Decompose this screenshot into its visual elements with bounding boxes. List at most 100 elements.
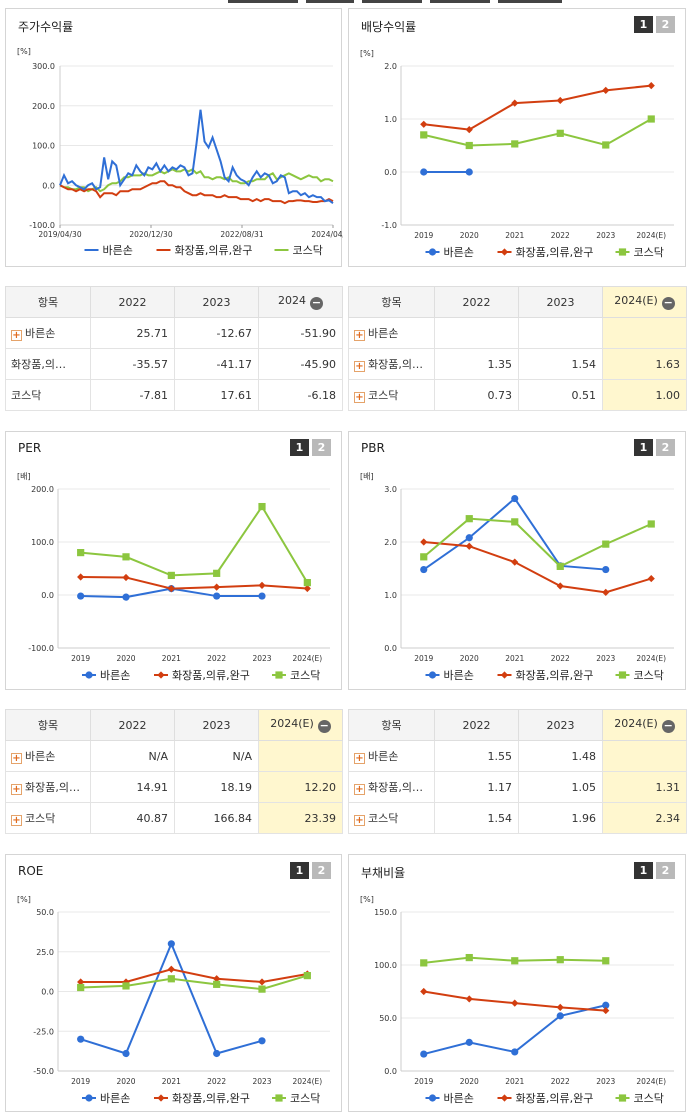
expand-icon[interactable]: +: [354, 330, 365, 341]
row-name[interactable]: 코스닥: [5, 379, 91, 411]
legend-label: 코스닥: [293, 244, 323, 257]
legend-label: 화장품,의류,완구: [172, 669, 250, 682]
row-name[interactable]: + 코스닥: [5, 802, 91, 834]
collapse-icon[interactable]: −: [661, 719, 675, 733]
x-tick-label: 2022: [551, 1077, 570, 1086]
data-point: [213, 583, 221, 591]
view-1-button[interactable]: 1: [634, 862, 653, 879]
legend-label: 바른손: [444, 669, 474, 682]
data-point: [167, 940, 175, 948]
series-line: [423, 517, 652, 568]
data-point: [602, 565, 610, 574]
x-tick-label: 2020: [116, 654, 135, 663]
data-point: [167, 585, 175, 593]
expand-icon[interactable]: +: [11, 330, 22, 341]
table-cell: 1.35: [434, 348, 519, 380]
row-label: 화장품,의…: [25, 781, 80, 794]
view-2-button[interactable]: 2: [656, 439, 675, 456]
y-tick-label: 0.0: [384, 1067, 397, 1076]
panel-title: 부채비율: [361, 866, 406, 880]
view-1-button[interactable]: 1: [634, 16, 653, 33]
series-line: [59, 180, 334, 205]
view-1-button[interactable]: 1: [290, 439, 309, 456]
legend-label: 바른손: [100, 669, 130, 682]
data-point: [511, 558, 519, 566]
expand-icon[interactable]: +: [354, 392, 365, 403]
x-tick-label: 2023: [596, 231, 615, 240]
row-name[interactable]: + 코스닥: [348, 379, 435, 411]
row-label: 화장품,의…: [368, 358, 423, 371]
x-tick-label: 2024/04/30: [311, 230, 343, 239]
y-tick-label: 200.0: [31, 485, 54, 494]
data-point: [556, 129, 564, 137]
view-2-button[interactable]: 2: [312, 439, 331, 456]
view-1-button[interactable]: 1: [290, 862, 309, 879]
table-row: + 코스닥 40.87 166.84 23.39: [5, 802, 343, 834]
x-tick-label: 2024(E): [636, 231, 666, 240]
x-tick-label: 2019/04/30: [38, 230, 81, 239]
expand-icon[interactable]: +: [354, 815, 365, 826]
data-point: [420, 987, 428, 996]
row-name[interactable]: 화장품,의…: [5, 348, 91, 380]
view-2-button[interactable]: 2: [656, 16, 675, 33]
view-2-button[interactable]: 2: [656, 862, 675, 879]
row-name[interactable]: + 화장품,의…: [5, 771, 91, 803]
data-point: [258, 502, 266, 511]
view-2-button[interactable]: 2: [312, 862, 331, 879]
y-axis-unit: [%]: [17, 47, 31, 56]
legend-label: 바른손: [444, 246, 474, 259]
y-tick-label: -50.0: [33, 1067, 54, 1076]
data-point: [647, 520, 655, 528]
collapse-icon[interactable]: −: [661, 296, 675, 310]
table-cell: 1.54: [434, 802, 519, 834]
expand-icon[interactable]: +: [354, 753, 365, 764]
row-label: 코스닥: [11, 389, 42, 402]
y-axis-unit: [배]: [17, 472, 31, 481]
y-tick-label: 0.0: [41, 591, 54, 600]
row-name[interactable]: + 바른손: [348, 740, 435, 772]
expand-icon[interactable]: +: [354, 784, 365, 795]
data-point: [122, 553, 130, 561]
expand-icon[interactable]: +: [11, 815, 22, 826]
row-name[interactable]: + 바른손: [5, 740, 91, 772]
debt-ratio-chart: [%]150.0 100.0 50.0 0.0 2019 2020 2021 2022 2023…: [360, 895, 674, 1105]
legend-label: 코스닥: [634, 1092, 664, 1105]
data-point: [500, 671, 509, 679]
data-point: [511, 1048, 519, 1056]
expand-icon[interactable]: +: [11, 753, 22, 764]
row-name[interactable]: + 화장품,의…: [348, 348, 435, 380]
collapse-icon[interactable]: −: [310, 296, 323, 310]
row-name[interactable]: + 바른손: [348, 317, 435, 349]
data-point: [647, 115, 655, 123]
dividend-yield-table: 항목 2022 2023 2024(E) − + 바른손 + 화장품,의… 1.35 1.5…: [348, 286, 687, 411]
row-name[interactable]: + 바른손: [5, 317, 91, 349]
table-row: + 바른손 25.71 -12.67 -51.90: [5, 317, 343, 349]
row-name[interactable]: + 화장품,의…: [348, 771, 435, 803]
x-tick-label: 2023: [596, 654, 615, 663]
x-tick-label: 2023: [252, 654, 271, 663]
row-name[interactable]: + 코스닥: [348, 802, 435, 834]
row-label: 바른손: [368, 327, 399, 340]
x-tick-label: 2021: [505, 1077, 524, 1086]
collapse-icon[interactable]: −: [317, 719, 331, 733]
data-point: [77, 592, 85, 600]
table-cell: 1.00: [602, 379, 687, 411]
expand-icon[interactable]: +: [11, 784, 22, 795]
table-row: + 화장품,의… 1.35 1.54 1.63: [348, 348, 687, 380]
table-cell: -6.18: [258, 379, 343, 411]
data-point: [420, 131, 428, 139]
y-tick-label: -100.0: [28, 644, 54, 653]
view-1-button[interactable]: 1: [634, 439, 653, 456]
y-tick-label: -25.0: [33, 1027, 54, 1036]
table-cell: 1.31: [602, 771, 687, 803]
data-point: [500, 248, 509, 256]
data-point: [275, 1094, 283, 1102]
table-row: + 바른손: [348, 317, 687, 349]
expand-icon[interactable]: +: [354, 361, 365, 372]
table-cell: 12.20: [258, 771, 343, 803]
header-2024: 2024−: [258, 286, 343, 318]
header-item: 항목: [5, 709, 91, 741]
x-tick-label: 2023: [596, 1077, 615, 1086]
